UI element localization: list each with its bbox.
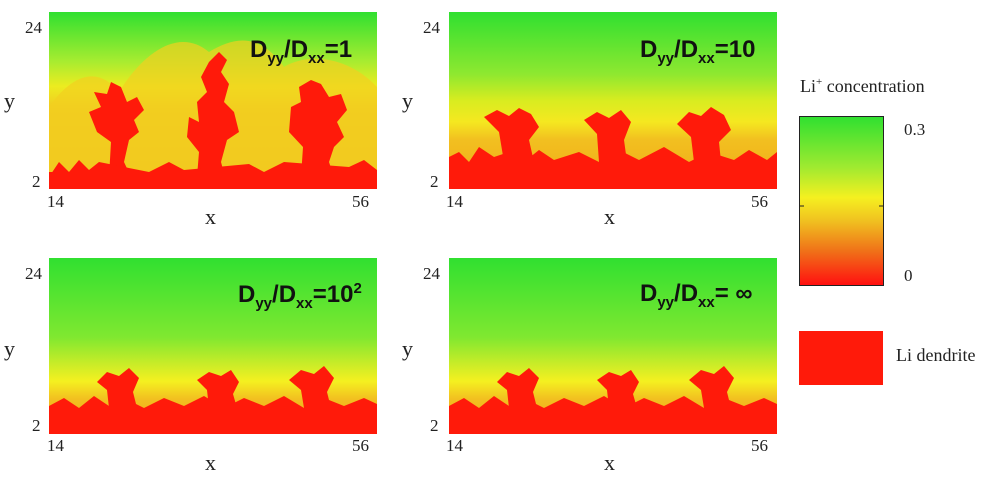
dendrite-swatch [799, 331, 883, 385]
y-tick-bottom-3: 2 [32, 416, 41, 435]
y-tick-top-4: 24 [423, 264, 440, 283]
colorbar-title: Li+ concentration [800, 76, 925, 96]
y-tick-top-2: 24 [423, 18, 440, 37]
dendrite-2 [449, 107, 777, 189]
concentration-map-2 [449, 12, 777, 189]
x-tick-right-3: 56 [352, 436, 369, 455]
x-axis-label-4: x [604, 450, 615, 475]
concentration-map-1 [49, 12, 377, 189]
y-axis-label-1: y [4, 88, 15, 113]
panel-title-1: Dyy/Dxx=1 [250, 36, 353, 67]
concentration-map-3 [49, 258, 377, 434]
dendrite-4 [449, 366, 777, 434]
dendrite-1 [49, 52, 377, 189]
y-axis-label-3: y [4, 336, 15, 361]
colorbar-gradient [800, 117, 883, 285]
x-axis-label-3: x [205, 450, 216, 475]
panel-ratio-10 [449, 12, 777, 189]
dendrite-label: Li dendrite [896, 345, 976, 365]
x-tick-right-1: 56 [352, 192, 369, 211]
y-tick-top-1: 24 [25, 18, 42, 37]
panel-ratio-100 [49, 258, 377, 434]
x-axis-label-2: x [604, 204, 615, 229]
x-tick-left-4: 14 [446, 436, 463, 455]
x-tick-left-1: 14 [47, 192, 64, 211]
dendrite-3 [49, 366, 377, 434]
y-tick-top-3: 24 [25, 264, 42, 283]
panel-title-2: Dyy/Dxx=10 [640, 36, 756, 67]
panel-ratio-1 [49, 12, 377, 189]
panel-ratio-infinity [449, 258, 777, 434]
y-tick-bottom-4: 2 [430, 416, 439, 435]
colorbar [799, 116, 884, 286]
y-axis-label-4: y [402, 336, 413, 361]
x-tick-left-3: 14 [47, 436, 64, 455]
x-tick-right-4: 56 [751, 436, 768, 455]
panel-title-3: Dyy/Dxx=102 [238, 280, 362, 312]
y-tick-bottom-2: 2 [430, 172, 439, 191]
concentration-map-4 [449, 258, 777, 434]
x-axis-label-1: x [205, 204, 216, 229]
y-axis-label-2: y [402, 88, 413, 113]
colorbar-min: 0 [904, 266, 913, 285]
y-tick-bottom-1: 2 [32, 172, 41, 191]
x-tick-left-2: 14 [446, 192, 463, 211]
panel-title-4: Dyy/Dxx= ∞ [640, 280, 753, 311]
colorbar-max: 0.3 [904, 120, 926, 139]
x-tick-right-2: 56 [751, 192, 768, 211]
